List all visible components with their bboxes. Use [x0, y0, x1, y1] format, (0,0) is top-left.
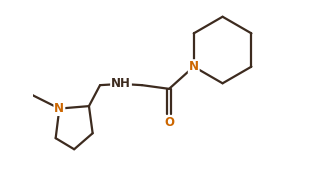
Text: NH: NH	[111, 77, 131, 90]
Text: N: N	[189, 60, 199, 73]
Text: O: O	[164, 116, 174, 129]
Text: N: N	[54, 102, 64, 115]
